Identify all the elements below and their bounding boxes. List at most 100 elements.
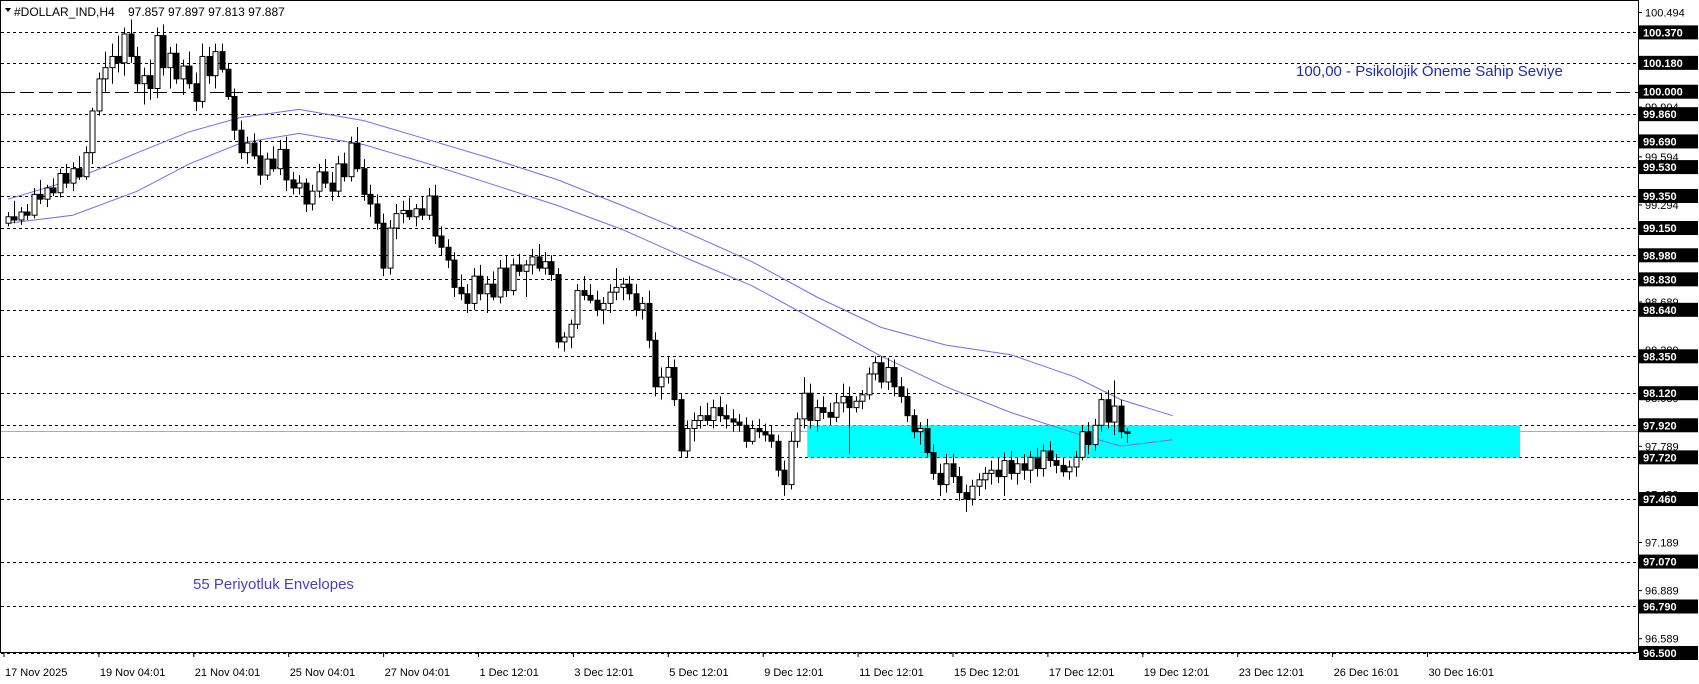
level-price-label: 100.000 [1643, 87, 1683, 99]
time-tick-label: 17 Dec 12:01 [1049, 667, 1114, 679]
candle-body [613, 286, 620, 293]
candle-body [490, 283, 497, 298]
candle-body [121, 33, 128, 64]
candle [5, 211, 12, 227]
candle [911, 409, 918, 439]
candle-body [5, 216, 12, 224]
candle-body [1124, 431, 1131, 434]
dropdown-triangle-icon[interactable] [5, 8, 11, 12]
candle-body [18, 211, 25, 221]
ohlc-readout: 97.857 97.897 97.813 97.887 [128, 5, 285, 19]
candle [497, 260, 504, 304]
candle-body [31, 193, 38, 216]
candle [1040, 444, 1047, 477]
candle-body [393, 213, 400, 229]
level-price-label: 97.460 [1643, 494, 1677, 506]
candle [44, 184, 51, 208]
candle-body [102, 67, 109, 80]
candle [536, 244, 543, 272]
candle-body [872, 362, 879, 375]
candle [1021, 454, 1028, 480]
candle [1073, 450, 1080, 477]
candle [309, 184, 316, 211]
candle [477, 264, 484, 301]
candle [283, 136, 290, 192]
candle-body [283, 148, 290, 181]
candle [380, 213, 387, 277]
candle [11, 200, 18, 224]
candle-body [678, 399, 685, 452]
level-price-label: 99.690 [1643, 136, 1677, 148]
candle-body [704, 415, 711, 421]
candle [96, 72, 103, 116]
candle-body [1098, 399, 1105, 426]
candle-body [354, 142, 361, 170]
candle-body [1092, 424, 1099, 446]
candle [115, 35, 122, 73]
candle-body [859, 394, 866, 402]
candle [63, 163, 70, 188]
candle [917, 422, 924, 445]
candle [814, 399, 821, 432]
candle-body [988, 469, 995, 474]
level-price-label: 98.120 [1643, 388, 1677, 400]
candle-body [976, 479, 983, 487]
candle [329, 171, 336, 201]
candle [18, 207, 25, 225]
candle [827, 402, 834, 426]
candle-body [212, 51, 219, 77]
candle-body [1034, 456, 1041, 470]
candle-body [853, 400, 860, 409]
candle [464, 284, 471, 314]
candle-body [529, 256, 536, 266]
candle [445, 239, 452, 269]
candle-body [995, 469, 1002, 478]
candle [924, 418, 931, 458]
candle [548, 255, 555, 281]
candle [1047, 441, 1054, 467]
candle [561, 332, 568, 352]
candle [529, 248, 536, 275]
candle-body [885, 367, 892, 383]
candle [794, 412, 801, 448]
candle [995, 457, 1002, 484]
candle [930, 444, 937, 480]
candle [704, 402, 711, 426]
candle-body [1073, 456, 1080, 468]
candle-body [303, 182, 310, 205]
candle [432, 184, 439, 245]
candle [400, 200, 407, 224]
candle [212, 43, 219, 89]
candle-body [594, 299, 601, 311]
candle-body [639, 302, 646, 311]
candle-body [173, 52, 180, 80]
price-tick-label: 96.889 [1645, 586, 1679, 598]
candle [76, 155, 83, 180]
time-tick-label: 21 Nov 04:01 [195, 667, 260, 679]
candle-body [400, 209, 407, 215]
candle [225, 62, 232, 100]
candle [154, 27, 161, 99]
candle [1008, 450, 1015, 480]
price-tick-label: 97.789 [1645, 441, 1679, 453]
candle [316, 163, 323, 198]
candle-body [930, 452, 937, 474]
candle-body [548, 261, 555, 276]
candle-body [11, 216, 18, 221]
candle [762, 423, 769, 442]
candle [555, 268, 562, 349]
candle [50, 178, 57, 196]
time-tick-label: 27 Nov 04:01 [385, 667, 450, 679]
candle-body [840, 395, 847, 404]
candle-body [322, 171, 329, 184]
candle-body [147, 75, 154, 90]
candle [723, 404, 730, 429]
candle-body [1008, 460, 1015, 474]
level-price-label-bg [1639, 386, 1698, 401]
price-tick-label: 97.189 [1645, 538, 1679, 550]
candle-body [652, 339, 659, 388]
candle [523, 260, 530, 297]
candle-body [607, 291, 614, 304]
level-price-label: 98.640 [1643, 305, 1677, 317]
price-tick-label: 100.494 [1645, 8, 1685, 20]
